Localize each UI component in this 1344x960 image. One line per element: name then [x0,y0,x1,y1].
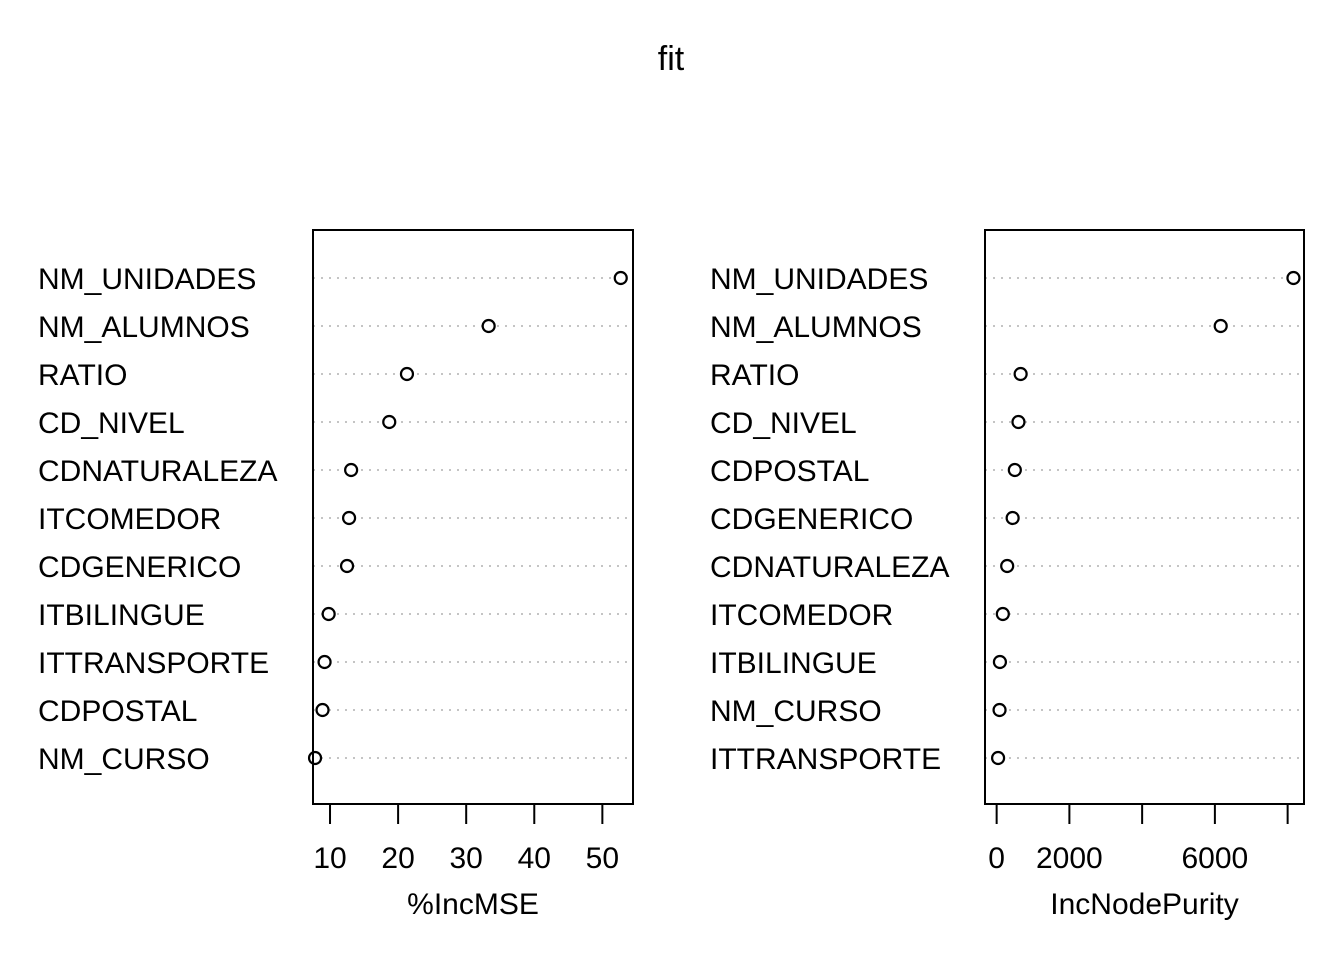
incmse-point-ratio [399,366,415,382]
incnodepurity-point-nm-alumnos [1213,318,1228,334]
incmse-label-nm-unidades: NM_UNIDADES [38,263,256,296]
incnodepurity-label-cdnaturaleza: CDNATURALEZA [710,551,949,584]
incmse-label-itbilingue: ITBILINGUE [38,599,205,632]
incnodepurity-point-cdgenerico [1005,510,1020,526]
incmse-tick-label-30: 30 [450,842,483,875]
incmse-tick-label-10: 10 [313,842,346,875]
incnodepurity-point-cdpostal [1007,462,1022,478]
incmse-point-cdpostal [315,702,330,718]
incmse-tick-label-20: 20 [381,842,414,875]
incnodepurity-label-nm-alumnos: NM_ALUMNOS [710,311,922,344]
incmse-point-cdnaturaleza [344,462,359,478]
incmse-label-cdnaturaleza: CDNATURALEZA [38,455,277,488]
incnodepurity-point-nm-unidades [1286,270,1301,286]
incmse-label-itcomedor: ITCOMEDOR [38,503,221,536]
incmse-panel: NM_UNIDADES NM_ALUMNOS RATIO CD_NIVEL CDNATU… [38,229,634,921]
incnodepurity-label-itbilingue: ITBILINGUE [710,647,877,680]
incmse-label-cd-nivel: CD_NIVEL [38,407,185,440]
incnodepurity-tick-label-0: 0 [988,842,1005,875]
incmse-point-nm-curso [307,750,323,766]
incmse-tick-label-40: 40 [518,842,551,875]
incnodepurity-label-cdpostal: CDPOSTAL [710,455,869,488]
incnodepurity-label-ittransporte: ITTRANSPORTE [710,743,941,776]
incmse-label-cdgenerico: CDGENERICO [38,551,241,584]
incnodepurity-point-ittransporte [990,750,1006,766]
incnodepurity-label-cdgenerico: CDGENERICO [710,503,913,536]
incmse-point-cd-nivel [382,414,397,430]
incnodepurity-tick-label-6000: 6000 [1182,842,1249,875]
incnodepurity-point-itbilingue [992,654,1008,670]
incnodepurity-panel: NM_UNIDADES NM_ALUMNOS RATIO CD_NIVEL CDPOST… [710,229,1305,921]
incmse-tick-label-50: 50 [586,842,619,875]
incnodepurity-label-ratio: RATIO [710,359,799,392]
incmse-label-cdpostal: CDPOSTAL [38,695,197,728]
incmse-point-itcomedor [341,510,357,526]
incmse-x-axis-label: %IncMSE [407,888,539,921]
incnodepurity-point-nm-curso [992,702,1007,718]
incnodepurity-point-cd-nivel [1011,414,1026,430]
incmse-label-nm-curso: NM_CURSO [38,743,210,776]
incmse-label-ratio: RATIO [38,359,127,392]
incmse-point-nm-alumnos [481,318,496,334]
incmse-point-cdgenerico [339,558,355,574]
incnodepurity-point-itcomedor [995,606,1010,622]
incmse-point-itbilingue [321,606,336,622]
incmse-point-nm-unidades [613,270,628,286]
incnodepurity-label-nm-curso: NM_CURSO [710,695,882,728]
incnodepurity-point-cdnaturaleza [1000,558,1015,574]
chart-title: fit [658,40,685,78]
incnodepurity-tick-label-2000: 2000 [1036,842,1103,875]
panels: NM_UNIDADES NM_ALUMNOS RATIO CD_NIVEL CDNATU… [38,229,1305,921]
incnodepurity-x-axis-label: IncNodePurity [1050,888,1238,921]
incnodepurity-label-cd-nivel: CD_NIVEL [710,407,857,440]
incnodepurity-label-nm-unidades: NM_UNIDADES [710,263,928,296]
incmse-label-ittransporte: ITTRANSPORTE [38,647,269,680]
incmse-label-nm-alumnos: NM_ALUMNOS [38,311,250,344]
incnodepurity-plot-frame [984,229,1305,805]
incmse-point-ittransporte [317,654,332,670]
incnodepurity-point-ratio [1013,366,1028,382]
incmse-plot-frame [312,229,634,805]
incnodepurity-label-itcomedor: ITCOMEDOR [710,599,893,632]
